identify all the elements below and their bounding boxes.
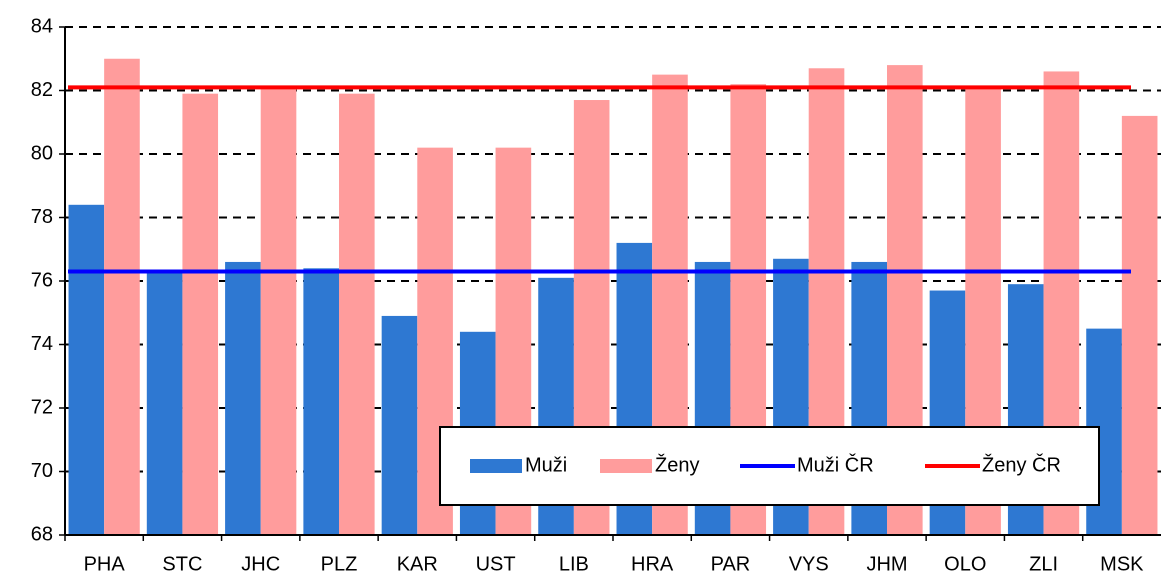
y-tick-label: 80 <box>31 142 53 164</box>
legend-label: Muži ČR <box>797 453 874 476</box>
y-tick-label: 72 <box>31 396 53 418</box>
bar <box>260 87 297 535</box>
y-tick-label: 84 <box>31 15 53 37</box>
y-tick-label: 78 <box>31 206 53 228</box>
bar <box>303 268 339 535</box>
y-tick-label: 74 <box>31 333 53 355</box>
legend-swatch <box>600 459 652 473</box>
y-tick-label: 76 <box>31 269 53 291</box>
legend-label: Ženy <box>655 453 699 476</box>
x-tick-label: HRA <box>631 553 674 575</box>
x-tick-label: PLZ <box>321 553 358 575</box>
x-tick-label: MSK <box>1100 553 1144 575</box>
x-tick-label: JHC <box>241 553 280 575</box>
bar <box>104 58 140 535</box>
bar <box>225 261 261 535</box>
bar <box>1121 115 1158 536</box>
x-tick-label: JHM <box>866 553 907 575</box>
x-tick-label: STC <box>162 553 202 575</box>
x-tick-label: LIB <box>559 553 589 575</box>
y-tick-label: 70 <box>31 460 53 482</box>
x-tick-label: VYS <box>789 553 829 575</box>
x-tick-label: ZLI <box>1029 553 1058 575</box>
x-tick-label: KAR <box>397 553 438 575</box>
bar <box>146 271 183 535</box>
legend: Muži Ženy Muži ČR Ženy ČR <box>439 426 1100 506</box>
legend-label: Muži <box>525 454 567 476</box>
legend-label: Ženy ČR <box>982 453 1061 476</box>
x-tick-label: OLO <box>944 553 986 575</box>
bar <box>182 93 219 536</box>
bar <box>68 204 105 536</box>
legend-swatch <box>470 459 522 473</box>
bar <box>339 93 375 536</box>
x-tick-label: PHA <box>84 553 126 575</box>
y-tick-label: 82 <box>31 79 53 101</box>
x-tick-label: PAR <box>711 553 751 575</box>
bar <box>381 315 418 535</box>
y-tick-label: 68 <box>31 523 53 545</box>
x-tick-label: UST <box>476 553 516 575</box>
